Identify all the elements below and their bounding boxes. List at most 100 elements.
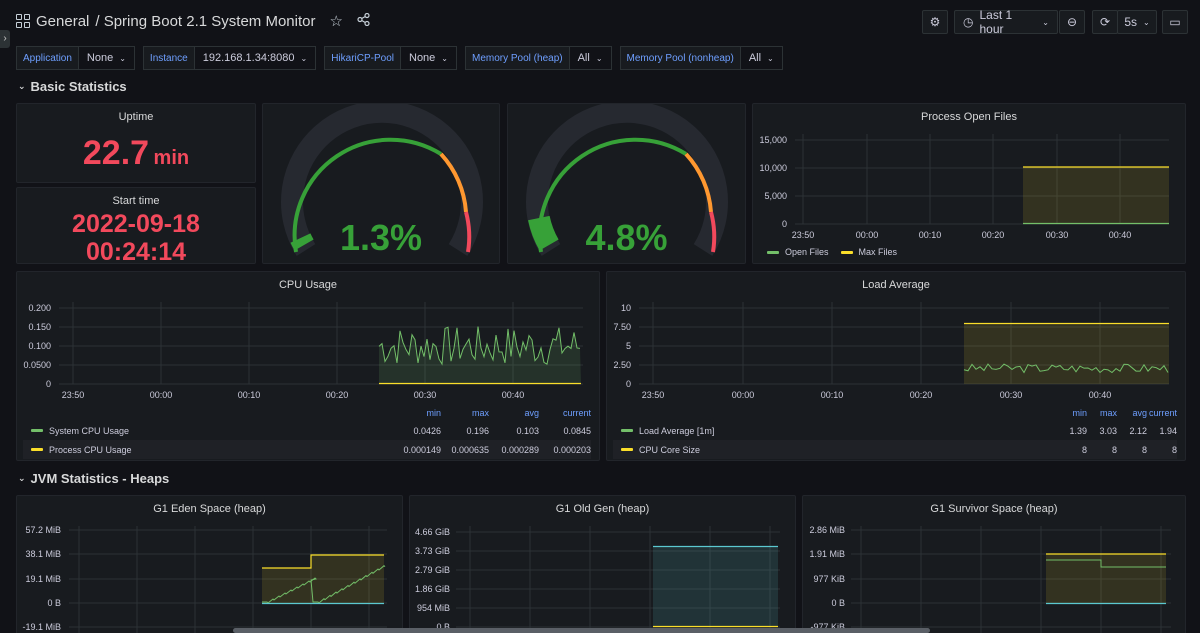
gauge-threshold-orange: [684, 152, 713, 213]
y-tick: 10,000: [759, 163, 787, 173]
panel-start-time[interactable]: Start time 2022-09-18 00:24:14: [16, 187, 256, 266]
variable-label: Application: [16, 46, 79, 70]
panel-g1-old-gen[interactable]: G1 Old Gen (heap) 4.66 GiB 3.73 GiB 2.79…: [409, 495, 796, 633]
row-title: Basic Statistics: [30, 79, 127, 94]
panel-non-heap-used[interactable]: Non-Heap Used 4.8%: [507, 103, 746, 264]
y-tick: 0.0500: [23, 360, 51, 370]
column-header[interactable]: current: [1148, 408, 1177, 418]
row-jvm-statistics-heaps[interactable]: ⌄ JVM Statistics - Heaps: [18, 471, 169, 486]
legend-series-name: CPU Core Size: [613, 445, 1047, 455]
y-tick: 57.2 MiB: [25, 525, 61, 535]
variable-dropdown[interactable]: None ⌄: [401, 46, 457, 70]
panel-uptime[interactable]: Uptime 22.7 min: [16, 103, 256, 183]
variable-label: HikariCP-Pool: [324, 46, 401, 70]
legend-table-header: min max avg current: [613, 405, 1177, 421]
panel-g1-eden-space[interactable]: G1 Eden Space (heap) 57.2 MiB 38.1 MiB 1…: [16, 495, 403, 633]
max-files-area: [1023, 167, 1169, 224]
variable-dropdown[interactable]: All ⌄: [740, 46, 783, 70]
eden-max-line: [262, 554, 384, 569]
legend-swatch: [31, 429, 43, 432]
dashboard-title[interactable]: / Spring Boot 2.1 System Monitor: [95, 12, 316, 30]
variable-hikaricp-pool: HikariCP-Pool None ⌄: [324, 46, 457, 70]
stat-avg: 0.103: [516, 425, 539, 436]
legend-table-header: min max avg current: [23, 405, 591, 421]
horizontal-scrollbar[interactable]: [233, 628, 930, 633]
breadcrumb: General / Spring Boot 2.1 System Monitor…: [16, 12, 370, 30]
panel-load-average[interactable]: Load Average 10 7.50 5 2.50 0 23:50 00:0…: [606, 271, 1186, 461]
y-tick: 0: [626, 379, 631, 389]
panel-title: CPU Usage: [278, 279, 338, 291]
uptime-value: 22.7 min: [17, 134, 255, 173]
sidebar-expand-handle[interactable]: ›: [0, 30, 10, 48]
column-header[interactable]: avg: [1132, 408, 1147, 418]
column-header[interactable]: max: [471, 408, 489, 418]
series-label: System CPU Usage: [49, 425, 130, 436]
stat-min: 0.000149: [403, 444, 441, 455]
series-label: Load Average [1m]: [639, 425, 715, 436]
dashboard-settings-button[interactable]: ⚙: [922, 10, 948, 34]
star-icon[interactable]: ☆: [329, 13, 343, 30]
column-header[interactable]: current: [562, 408, 591, 418]
variable-dropdown[interactable]: All ⌄: [569, 46, 612, 70]
x-tick: 23:50: [642, 390, 665, 400]
legend-item[interactable]: Open Files: [785, 247, 829, 257]
stat-avg: 2.12: [1129, 425, 1147, 436]
y-tick: 1.91 MiB: [809, 549, 845, 559]
column-header[interactable]: avg: [524, 408, 539, 418]
legend-row[interactable]: Load Average [1m] 1.39 3.03 2.12 1.94: [613, 421, 1177, 440]
variable-dropdown[interactable]: 192.168.1.34:8080 ⌄: [194, 46, 317, 70]
load-average-line: [963, 363, 1169, 374]
share-icon[interactable]: [357, 12, 370, 30]
dashboards-grid-icon[interactable]: [16, 14, 30, 28]
panel-g1-survivor-space[interactable]: G1 Survivor Space (heap) 2.86 MiB 1.91 M…: [802, 495, 1186, 633]
legend-row[interactable]: CPU Core Size 8 8 8 8: [613, 440, 1177, 459]
refresh-button[interactable]: ⟳: [1092, 10, 1118, 34]
refresh-icon: ⟳: [1099, 15, 1111, 29]
breadcrumb-folder[interactable]: General: [36, 12, 90, 30]
monitor-icon: ▭: [1169, 15, 1181, 29]
legend-row[interactable]: System CPU Usage 0.0426 0.196 0.103 0.08…: [23, 421, 591, 440]
y-tick: 4.66 GiB: [415, 527, 450, 537]
x-tick: 00:10: [919, 230, 942, 240]
y-tick: 2.86 MiB: [809, 525, 845, 535]
stat-current: 0.000203: [553, 444, 591, 455]
legend-series-name: Process CPU Usage: [23, 445, 393, 455]
stat-max: 0.196: [466, 425, 489, 436]
variable-label: Instance: [142, 46, 195, 70]
stat-avg: 0.000289: [501, 444, 539, 455]
y-tick: 0: [46, 379, 51, 389]
open-files-chart: 15,000 10,000 5,000 0 23:50 00:00 00:10 …: [759, 134, 1169, 240]
variable-label: Memory Pool (nonheap): [619, 46, 741, 70]
stat-min: 0.0426: [413, 425, 441, 436]
panel-cpu-usage[interactable]: CPU Usage 0.200 0.150 0.100 0.0500 0 23:…: [16, 271, 600, 461]
column-header[interactable]: min: [426, 408, 441, 418]
time-picker-button[interactable]: ◷ Last 1 hour ⌄: [954, 8, 1058, 36]
variable-dropdown[interactable]: None ⌄: [78, 46, 135, 70]
chevron-down-icon: ⌄: [300, 53, 308, 63]
variable-value: None: [409, 52, 436, 64]
row-basic-statistics[interactable]: ⌄ Basic Statistics: [18, 79, 127, 94]
heap-used-value: 1.3%: [339, 217, 423, 258]
panel-heap-used[interactable]: Heap Used 1.3%: [262, 103, 500, 264]
tv-mode-button[interactable]: ▭: [1162, 10, 1188, 34]
x-tick: 23:50: [792, 230, 815, 240]
system-cpu-area: [379, 326, 581, 384]
template-variables-bar: Application None ⌄ Instance 192.168.1.34:…: [16, 46, 783, 70]
x-tick: 00:20: [326, 390, 349, 400]
legend-row[interactable]: Process CPU Usage 0.000149 0.000635 0.00…: [23, 440, 591, 459]
y-tick: 10: [621, 303, 631, 313]
legend-item[interactable]: Max Files: [858, 247, 898, 257]
system-cpu-line: [378, 326, 581, 366]
legend-swatch: [621, 429, 633, 432]
refresh-interval-picker[interactable]: 5s ⌄: [1117, 10, 1157, 34]
zoom-out-button[interactable]: ⊖: [1059, 10, 1085, 34]
column-header[interactable]: min: [1072, 408, 1087, 418]
x-tick: 00:40: [1089, 390, 1112, 400]
y-tick: 954 MiB: [417, 603, 450, 613]
panel-process-open-files[interactable]: Process Open Files 15,000 10,000 5,000 0…: [752, 103, 1186, 264]
uptime-unit: min: [153, 147, 190, 169]
load-average-chart: 10 7.50 5 2.50 0 23:50 00:00 00:10 00:20…: [613, 302, 1169, 400]
panel-title: Load Average: [862, 279, 930, 291]
old-gen-max-area: [653, 546, 778, 627]
column-header[interactable]: max: [1099, 408, 1117, 418]
